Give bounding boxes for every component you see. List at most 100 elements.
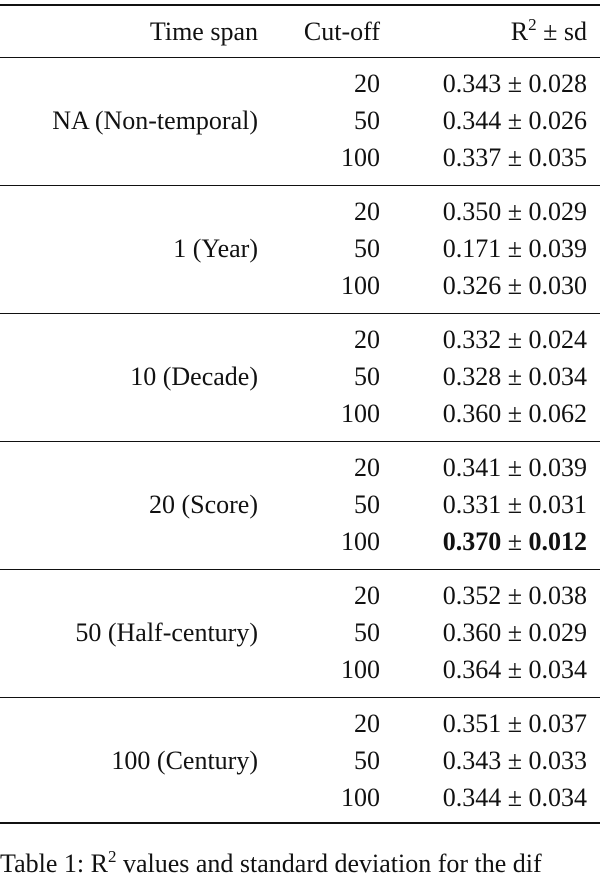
cutoff: 50 [354, 234, 380, 264]
plus-minus: ± [507, 746, 522, 775]
mean: 0.360 [442, 399, 502, 428]
plus-minus: ± [507, 106, 522, 135]
rule [0, 697, 600, 699]
time-span: 10 (Decade) [130, 362, 258, 392]
cutoff: 100 [341, 783, 380, 813]
cutoff-text: 20 [354, 197, 380, 226]
r2-value: 0.337 ± 0.035 [443, 143, 587, 173]
rule [0, 57, 600, 59]
plus-minus: ± [507, 709, 522, 738]
cutoff-text: 100 [341, 271, 380, 300]
r2-value: 0.341 ± 0.039 [443, 453, 587, 483]
sd: 0.034 [528, 655, 588, 684]
sd: 0.037 [528, 709, 588, 738]
header-text: Time span [149, 17, 258, 46]
header-text: Cut-off [303, 17, 380, 46]
cutoff-text: 50 [354, 618, 380, 647]
plus-minus: ± [507, 618, 522, 647]
cutoff-text: 20 [354, 69, 380, 98]
sd: 0.039 [528, 234, 588, 263]
r2-value: 0.360 ± 0.029 [443, 618, 587, 648]
cutoff: 20 [354, 453, 380, 483]
rule [0, 4, 600, 6]
cutoff-text: 100 [341, 783, 380, 812]
sd: 0.030 [528, 271, 588, 300]
cutoff: 20 [354, 325, 380, 355]
cutoff: 20 [354, 69, 380, 99]
mean: 0.341 [442, 453, 502, 482]
time-span-text: NA (Non-temporal) [52, 106, 258, 135]
cutoff-text: 20 [354, 325, 380, 354]
sd: 0.034 [528, 362, 588, 391]
cutoff-text: 100 [341, 527, 380, 556]
time-span: 1 (Year) [173, 234, 258, 264]
header-cell: Time span [150, 17, 258, 47]
mean: 0.343 [442, 69, 502, 98]
header-text: R [510, 17, 529, 46]
mean: 0.360 [442, 618, 502, 647]
plus-minus: ± [507, 362, 522, 391]
header-cell: R2 ± sd [510, 15, 587, 47]
header-cell: Cut-off [304, 17, 380, 47]
r2-value: 0.364 ± 0.034 [443, 655, 587, 685]
r2-value: 0.331 ± 0.031 [443, 490, 587, 520]
cutoff-text: 100 [341, 655, 380, 684]
r2-value: 0.171 ± 0.039 [443, 234, 587, 264]
r2-value: 0.332 ± 0.024 [443, 325, 587, 355]
plus-minus: ± [507, 399, 522, 428]
time-span-text: 50 (Half-century) [75, 618, 258, 647]
sd: 0.029 [528, 618, 588, 647]
sd: 0.026 [528, 106, 588, 135]
mean: 0.171 [442, 234, 502, 263]
time-span: NA (Non-temporal) [52, 106, 258, 136]
cutoff-text: 20 [354, 581, 380, 610]
time-span: 20 (Score) [149, 490, 258, 520]
r2-value: 0.344 ± 0.026 [443, 106, 587, 136]
r2-value: 0.343 ± 0.028 [443, 69, 587, 99]
r2-value: 0.351 ± 0.037 [443, 709, 587, 739]
plus-minus: ± [507, 234, 522, 263]
cutoff: 50 [354, 490, 380, 520]
r2-value: 0.352 ± 0.038 [443, 581, 587, 611]
plus-minus: ± [507, 143, 522, 172]
plus-minus: ± [507, 325, 522, 354]
cutoff-text: 100 [341, 143, 380, 172]
caption: Table 1: R2 values and standard deviatio… [0, 848, 542, 879]
sd: 0.033 [528, 746, 588, 775]
r2-value: 0.344 ± 0.034 [443, 783, 587, 813]
sd: 0.029 [528, 197, 588, 226]
sd: 0.012 [528, 527, 588, 556]
cutoff-text: 50 [354, 106, 380, 135]
mean: 0.351 [442, 709, 502, 738]
rule [0, 822, 600, 824]
time-span: 100 (Century) [111, 746, 258, 776]
mean: 0.332 [442, 325, 502, 354]
cutoff: 100 [341, 655, 380, 685]
mean: 0.331 [442, 490, 502, 519]
plus-minus: ± [507, 271, 522, 300]
cutoff: 50 [354, 618, 380, 648]
mean: 0.328 [442, 362, 502, 391]
r2-value: 0.328 ± 0.034 [443, 362, 587, 392]
mean: 0.344 [442, 106, 502, 135]
caption-text: Table 1: R [0, 849, 108, 878]
cutoff-text: 100 [341, 399, 380, 428]
mean: 0.370 [442, 527, 502, 556]
sd: 0.035 [528, 143, 588, 172]
rule [0, 185, 600, 187]
plus-minus: ± [507, 527, 522, 556]
r2-value: 0.360 ± 0.062 [443, 399, 587, 429]
plus-minus: ± [507, 490, 522, 519]
header-text: ± sd [543, 17, 587, 46]
plus-minus: ± [507, 655, 522, 684]
cutoff-text: 20 [354, 709, 380, 738]
mean: 0.352 [442, 581, 502, 610]
superscript: 2 [528, 15, 537, 34]
time-span-text: 20 (Score) [148, 490, 258, 519]
sd: 0.039 [528, 453, 588, 482]
cutoff: 20 [354, 197, 380, 227]
sd: 0.031 [528, 490, 588, 519]
mean: 0.364 [442, 655, 502, 684]
time-span-text: 100 (Century) [111, 746, 258, 775]
cutoff: 20 [354, 581, 380, 611]
